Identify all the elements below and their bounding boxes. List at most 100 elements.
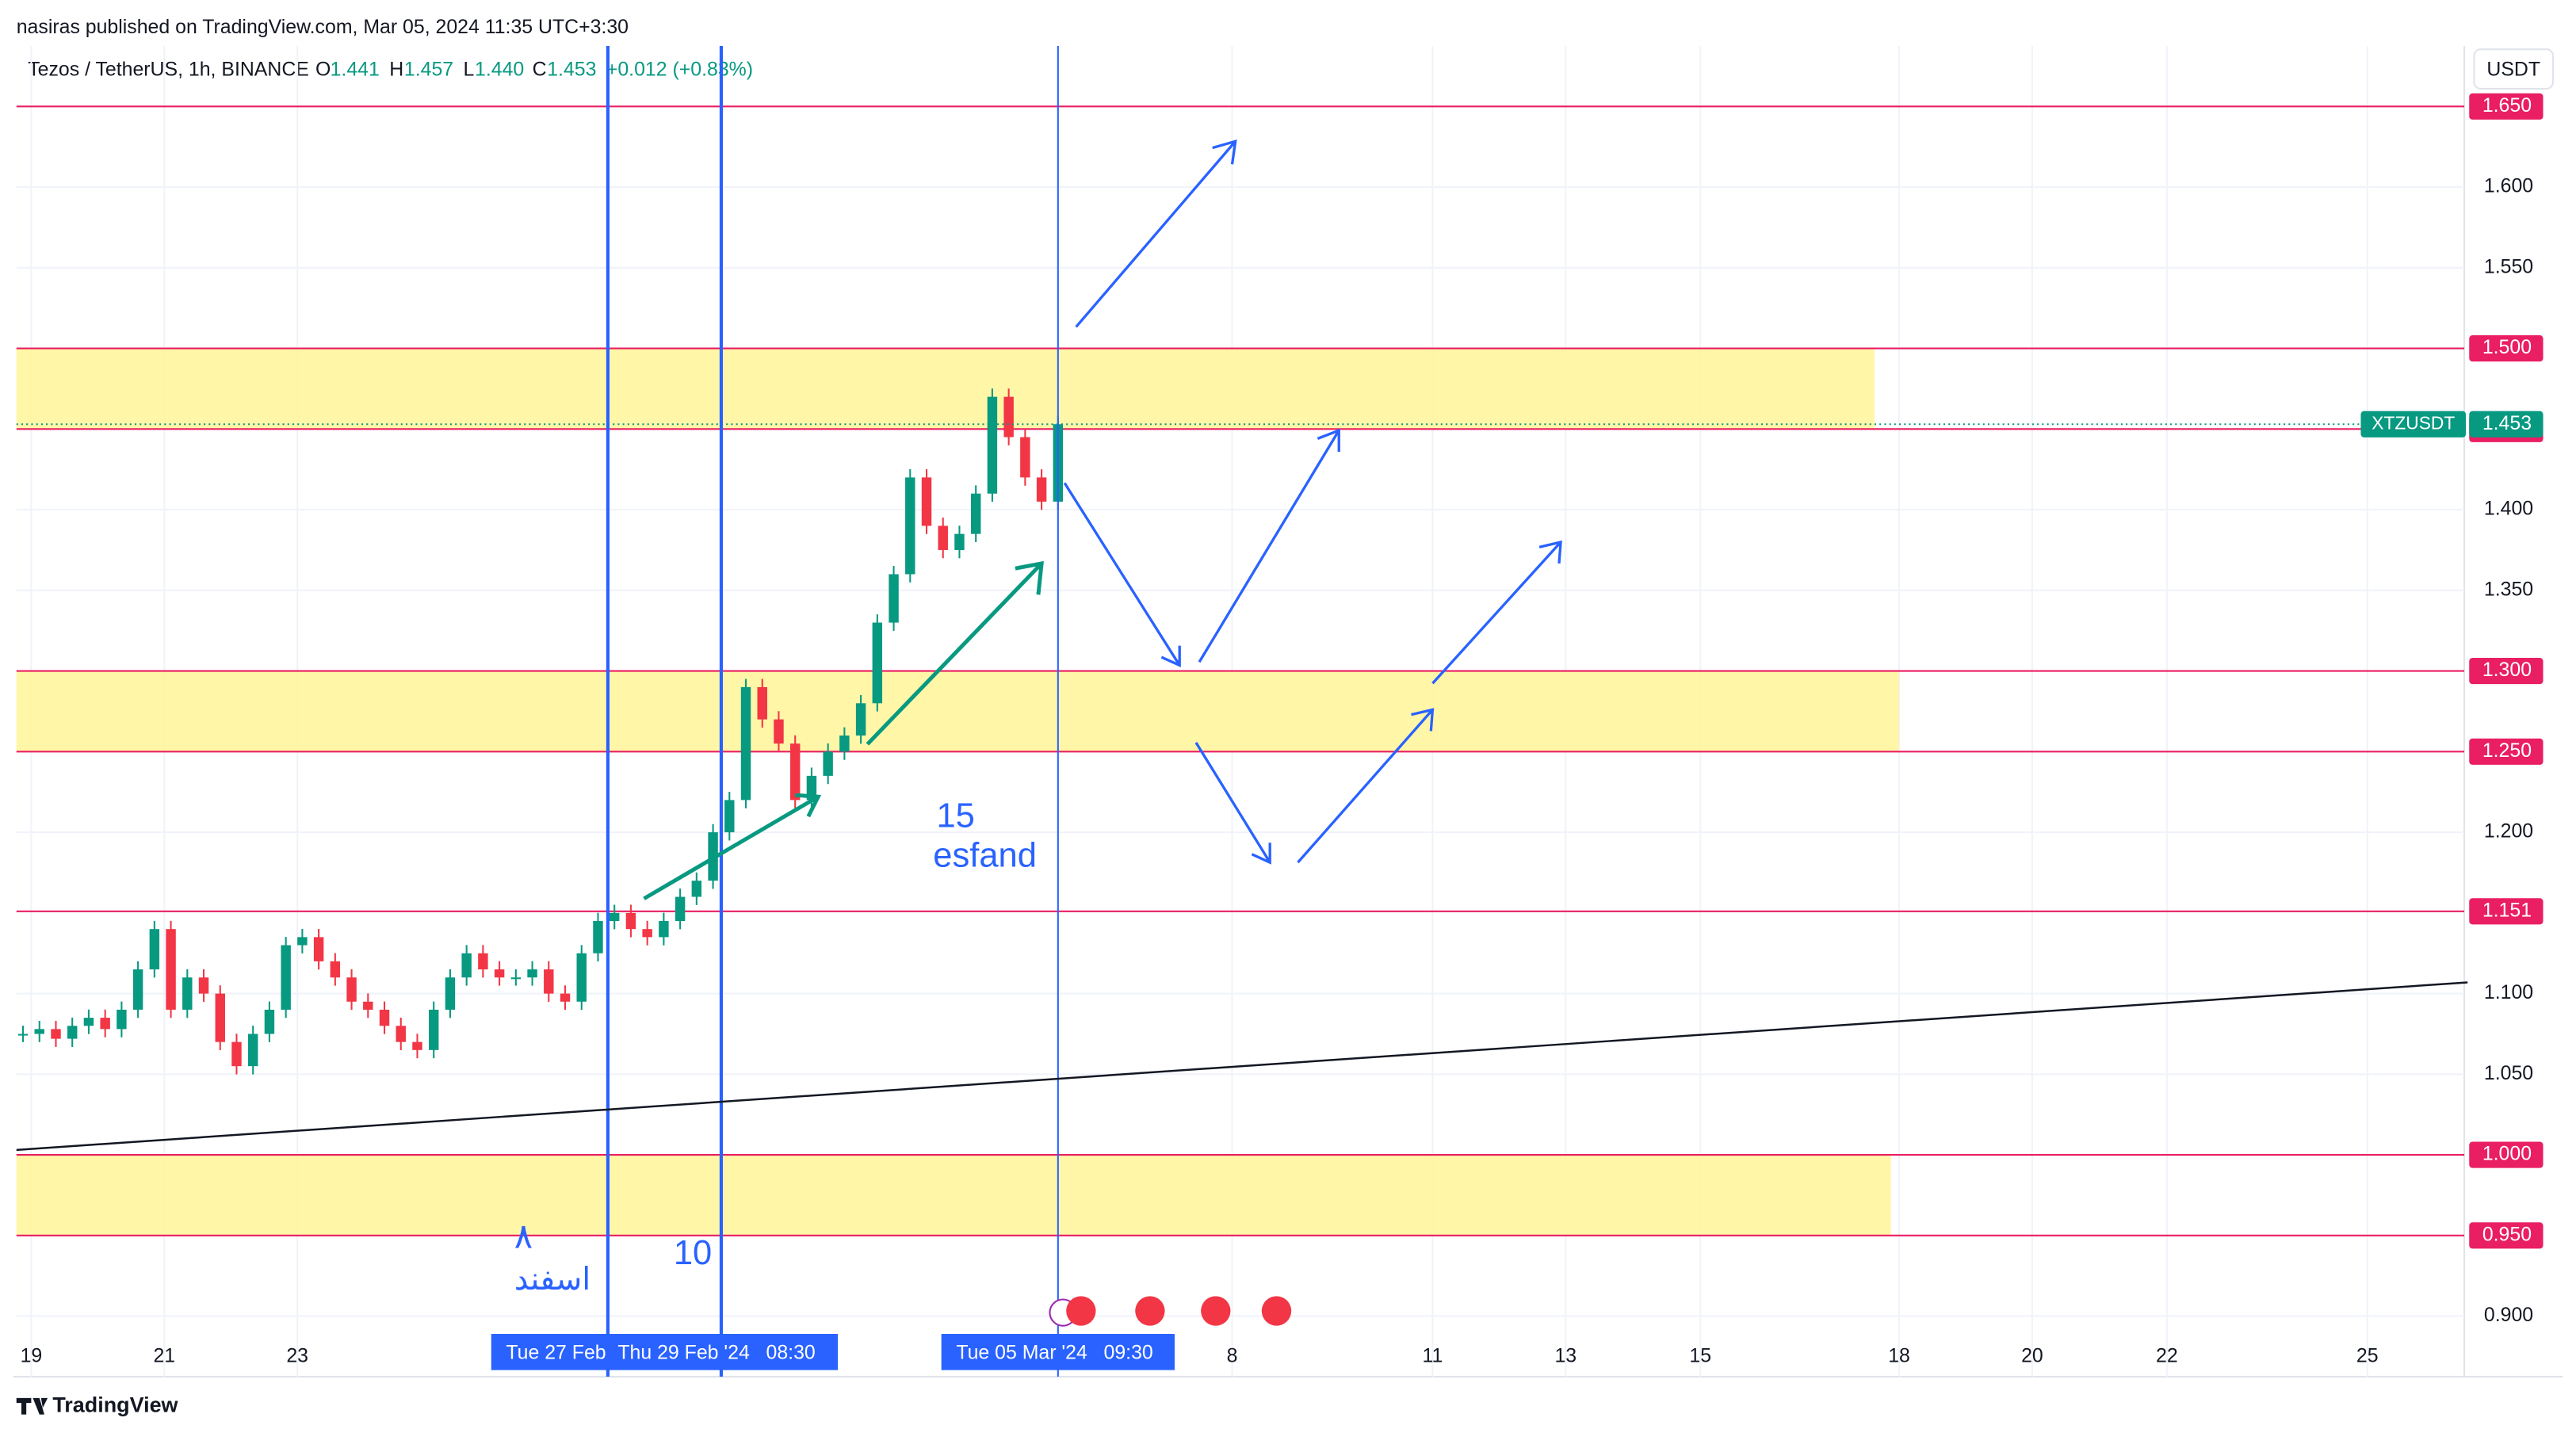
candle (264, 1009, 275, 1034)
arrow (1431, 540, 1562, 685)
marker-label: Tue 05 Mar '24 09:30 (956, 1341, 1152, 1363)
candle (789, 743, 801, 801)
candle (182, 977, 193, 1010)
candle (478, 953, 488, 970)
candle (67, 1026, 78, 1039)
candle (823, 751, 833, 776)
event-icon[interactable] (1066, 1296, 1096, 1326)
published-line: nasiras published on TradingView.com, Ma… (17, 16, 629, 38)
price-tag-label: 1.453 (2482, 412, 2532, 434)
candle (51, 1029, 61, 1039)
candle (17, 1034, 29, 1036)
y-tick-label: 1.050 (2484, 1062, 2533, 1084)
candle (872, 622, 883, 704)
candle (379, 1009, 390, 1026)
annotation: 15 (936, 797, 974, 835)
candle (34, 1029, 44, 1034)
marker-label: Tue 27 Feb (506, 1341, 606, 1363)
logo-icon (16, 1397, 48, 1415)
symbol: Tezos / TetherUS, 1h, BINANCE (28, 59, 309, 81)
l-label: L (464, 59, 475, 81)
candle (691, 881, 702, 897)
zone (16, 1155, 1891, 1236)
currency[interactable]: USDT (2486, 59, 2540, 81)
marker-box (491, 1334, 839, 1370)
zone (16, 671, 1900, 752)
candle (461, 953, 472, 978)
candle (1003, 396, 1014, 438)
candle (297, 937, 308, 946)
candle (757, 686, 767, 720)
plot-layer (16, 46, 2465, 1377)
candle (625, 912, 636, 930)
candle (494, 969, 505, 978)
candle (231, 1041, 242, 1067)
candle (346, 977, 357, 1002)
arrow (1075, 139, 1237, 328)
level-tag (2469, 335, 2544, 362)
x-tick-label: 13 (1554, 1345, 1577, 1367)
level-label: 1.300 (2482, 659, 2532, 681)
event-icons (1049, 1296, 1292, 1327)
candle (330, 961, 341, 978)
x-tick-label: 15 (1689, 1345, 1711, 1367)
annotation: esfand (933, 836, 1037, 874)
event-icon[interactable] (1201, 1296, 1231, 1326)
candle (576, 953, 587, 1002)
y-tick-label: 1.350 (2484, 578, 2533, 600)
candle (889, 574, 899, 623)
candle (921, 477, 932, 526)
level-label: 1.650 (2482, 94, 2532, 117)
candle (132, 969, 143, 1010)
arrow (1063, 482, 1181, 668)
x-tick-label: 22 (2156, 1345, 2178, 1367)
candle (198, 977, 209, 994)
event-icon[interactable] (1135, 1296, 1165, 1326)
currency-button[interactable] (2473, 48, 2555, 90)
price-tag (2469, 411, 2544, 438)
candle (740, 686, 751, 801)
arrow (866, 560, 1044, 746)
x-tick-label: 23 (286, 1345, 308, 1367)
green-arrows (643, 560, 1044, 900)
candle (724, 800, 735, 833)
candle (970, 493, 981, 534)
candle (363, 1001, 373, 1010)
candle (609, 912, 620, 922)
candle (938, 525, 948, 550)
symbol-tag-label: XTZUSDT (2372, 412, 2455, 433)
l-value: 1.440 (475, 59, 524, 81)
logo-text: TradingView (52, 1393, 178, 1416)
y-tick-label: 1.400 (2484, 498, 2533, 520)
candle (905, 477, 915, 575)
y-tick-label: 1.100 (2484, 981, 2533, 1003)
c-value: 1.453 (547, 59, 596, 81)
symbol-tag (2360, 411, 2467, 438)
candle (149, 929, 160, 970)
arrow (1198, 428, 1340, 663)
candle (100, 1018, 110, 1030)
x-tick-label: 11 (1422, 1345, 1443, 1367)
y-tick-label: 0.900 (2484, 1304, 2533, 1326)
h-label: H (389, 59, 403, 81)
level-tag (2469, 93, 2544, 120)
event-icon[interactable] (1261, 1296, 1292, 1326)
trend-line (16, 981, 2468, 1152)
level-tag (2469, 658, 2544, 685)
arrow (1194, 741, 1271, 865)
label-layer: 19 21 23 8 11 13 15 18 20 22 25 1.600 1.550 1.400 1.35… (21, 93, 2544, 1370)
candle (445, 977, 456, 1010)
level-label: 1.151 (2482, 899, 2532, 921)
candle (313, 937, 324, 961)
o-label: O (315, 59, 331, 81)
change: +0.012 (+0.83%) (606, 59, 753, 81)
h-value: 1.457 (404, 59, 453, 81)
candle (428, 1009, 439, 1050)
x-tick-label: 20 (2021, 1345, 2043, 1367)
level-label: 1.500 (2482, 336, 2532, 358)
x-tick-label: 18 (1888, 1345, 1910, 1367)
candle (1020, 437, 1030, 478)
y-tick-label: 1.600 (2484, 175, 2533, 197)
